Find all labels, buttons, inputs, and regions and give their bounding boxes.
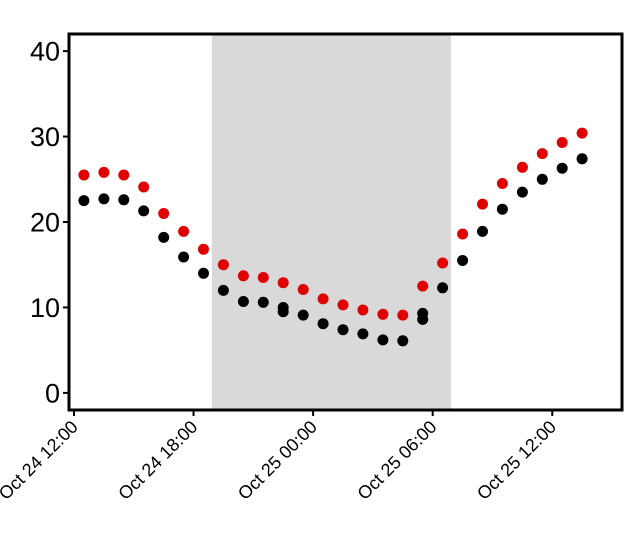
data-point-series2-28	[576, 153, 588, 165]
x-tick-label: Oct 25 00:00	[234, 417, 321, 504]
data-point-series1-26	[576, 127, 588, 139]
x-axis: Oct 24 12:00 Oct 24 18:00 Oct 25 00:00 Oct …	[0, 410, 560, 504]
data-point-series1-7	[198, 243, 209, 255]
data-point-series2-9	[237, 296, 249, 307]
data-point-series2-1	[78, 195, 90, 207]
data-point-series2-22	[457, 255, 469, 266]
x-tick-label: Oct 25 06:00	[353, 417, 440, 504]
y-tick-label: 0	[45, 378, 60, 408]
data-point-series2-18	[397, 335, 409, 347]
data-point-series2-16	[357, 328, 369, 340]
data-point-series2-27	[556, 162, 568, 174]
data-point-series2-8	[217, 284, 229, 296]
data-point-series1-24	[536, 148, 548, 160]
shaded-region	[211, 34, 451, 410]
data-point-series1-2	[98, 166, 110, 178]
data-point-series1-10	[257, 272, 269, 283]
x-tick-label: Oct 24 18:00	[114, 417, 201, 504]
data-point-series1-21	[477, 198, 488, 210]
y-tick-label: 40	[30, 37, 60, 67]
y-tick-label: 10	[30, 293, 60, 323]
data-point-series2-20	[417, 313, 429, 325]
data-point-series2-17	[377, 334, 389, 346]
data-point-series2-12	[277, 306, 289, 318]
data-point-series1-11	[277, 277, 289, 289]
data-point-series1-5	[158, 208, 170, 219]
data-point-series1-23	[516, 161, 528, 173]
data-point-series2-6	[178, 251, 190, 263]
data-point-series1-15	[357, 304, 369, 316]
data-point-series1-17	[397, 309, 409, 321]
data-point-series1-16	[377, 308, 389, 320]
y-tick-label: 30	[30, 122, 60, 152]
data-point-series1-1	[78, 169, 90, 181]
data-point-series2-15	[337, 324, 349, 336]
data-point-series2-14	[317, 318, 329, 330]
data-point-series2-24	[496, 203, 508, 215]
data-point-series1-25	[556, 137, 568, 148]
x-tick-label: Oct 25 12:00	[473, 417, 560, 504]
data-point-series1-6	[178, 225, 190, 237]
y-tick-label: 20	[30, 208, 60, 238]
data-point-series1-18	[417, 280, 429, 292]
data-point-series2-5	[158, 231, 170, 243]
x-tick-label: Oct 24 12:00	[0, 417, 82, 504]
data-point-series2-2	[98, 193, 110, 205]
data-point-series2-7	[198, 267, 209, 279]
data-point-series1-8	[217, 259, 229, 271]
data-point-series1-13	[317, 293, 329, 305]
data-point-series2-3	[118, 194, 130, 206]
data-point-series1-9	[237, 270, 249, 282]
data-point-series1-22	[496, 178, 508, 189]
data-point-series1-12	[297, 284, 309, 295]
data-point-series1-20	[457, 228, 469, 240]
data-point-series2-10	[257, 296, 269, 308]
data-point-series1-19	[437, 257, 449, 269]
y-axis: 0 10 20 30 40	[30, 37, 69, 408]
data-point-series2-26	[536, 173, 548, 185]
data-point-series2-4	[138, 205, 150, 217]
data-point-series2-13	[297, 309, 309, 321]
data-point-series2-23	[477, 225, 488, 237]
data-point-series1-3	[118, 169, 130, 181]
data-point-series1-4	[138, 181, 150, 193]
data-point-series2-25	[516, 186, 528, 198]
data-point-series1-14	[337, 299, 349, 311]
data-point-series2-21	[437, 282, 449, 294]
